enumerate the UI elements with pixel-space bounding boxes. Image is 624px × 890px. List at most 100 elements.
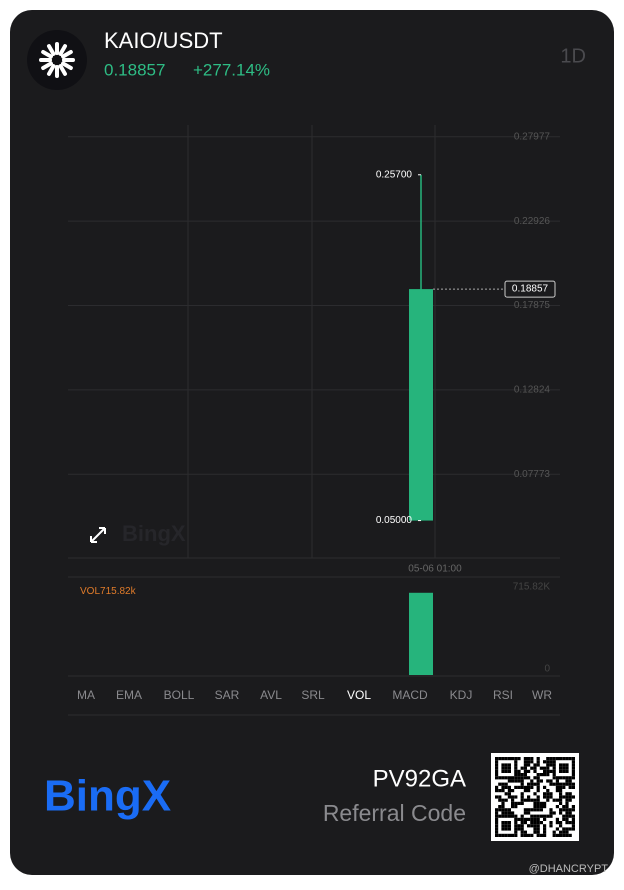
qr-module [552, 763, 556, 767]
qr-module [533, 798, 537, 802]
qr-module [514, 833, 518, 837]
qr-module [520, 766, 524, 770]
qr-module [501, 814, 505, 818]
qr-module [527, 808, 531, 812]
qr-module [568, 814, 572, 818]
qr-module [546, 766, 550, 770]
qr-module [562, 766, 566, 770]
qr-module [533, 769, 537, 773]
qr-module [565, 779, 569, 783]
qr-module [514, 773, 518, 777]
indicator-tab[interactable]: MACD [392, 688, 428, 702]
qr-module [507, 814, 511, 818]
qr-module [543, 817, 547, 821]
timeframe[interactable]: 1D [560, 45, 586, 67]
indicator-tab[interactable]: BOLL [164, 688, 195, 702]
qr-module [546, 763, 550, 767]
qr-module [511, 833, 515, 837]
qr-module [533, 766, 537, 770]
qr-module [549, 757, 553, 761]
expand-icon[interactable] [90, 527, 106, 543]
qr-module [507, 789, 511, 793]
qr-module [523, 830, 527, 834]
indicator-tab[interactable]: SAR [215, 688, 240, 702]
indicator-tab[interactable]: SRL [301, 688, 325, 702]
qr-module [495, 821, 499, 825]
qr-module [562, 830, 566, 834]
qr-module [536, 760, 540, 764]
qr-module [552, 798, 556, 802]
qr-module [501, 789, 505, 793]
qr-module [511, 789, 515, 793]
qr-module [568, 808, 572, 812]
indicator-tab[interactable]: EMA [116, 688, 142, 702]
indicator-bar: MA EMA BOLL SAR AVL SRL VOL MACD KDJ RSI WR [77, 688, 552, 702]
logo-ray [61, 61, 73, 70]
qr-module [514, 821, 518, 825]
qr-module [571, 766, 575, 770]
indicator-tab[interactable]: VOL [347, 688, 371, 702]
qr-module [559, 798, 563, 802]
qr-module [533, 821, 537, 825]
qr-module [511, 805, 515, 809]
qr-module [568, 827, 572, 831]
indicator-tab[interactable]: WR [532, 688, 552, 702]
indicator-tab[interactable]: RSI [493, 688, 513, 702]
qr-module [514, 763, 518, 767]
qr-module [498, 798, 502, 802]
qr-module [504, 814, 508, 818]
qr-module [555, 785, 559, 789]
qr-module [546, 769, 550, 773]
pair: KAIO/USDT [104, 28, 223, 53]
qr-module [571, 824, 575, 828]
qr-module [495, 808, 499, 812]
qr-module [527, 757, 531, 761]
qr-module [533, 817, 537, 821]
indicator-tab[interactable]: MA [77, 688, 95, 702]
qr-module [514, 776, 518, 780]
qr-module [559, 833, 563, 837]
qr-module [568, 792, 572, 796]
volume-name: VOL [80, 586, 100, 597]
qr-module [536, 827, 540, 831]
qr-module [504, 827, 508, 831]
qr-module [501, 824, 505, 828]
qr-module [530, 817, 534, 821]
qr-module [536, 776, 540, 780]
qr-module [507, 766, 511, 770]
qr-module [501, 757, 505, 761]
qr-module [520, 821, 524, 825]
qr-module [559, 824, 563, 828]
qr-module [549, 824, 553, 828]
qr-module [514, 795, 518, 799]
qr-module [527, 760, 531, 764]
qr-module [517, 769, 521, 773]
y-tick-label: 0.17875 [514, 300, 551, 311]
qr-module [523, 798, 527, 802]
qr-module [523, 773, 527, 777]
qr-module [549, 808, 553, 812]
qr-module [495, 769, 499, 773]
qr-module [501, 833, 505, 837]
qr-module [504, 811, 508, 815]
qr-module [559, 792, 563, 796]
qr-module [571, 817, 575, 821]
qr-module [552, 782, 556, 786]
qr-module [539, 808, 543, 812]
qr-module [533, 824, 537, 828]
qr-module [517, 817, 521, 821]
indicator-tab[interactable]: KDJ [450, 688, 473, 702]
qr-module [543, 830, 547, 834]
qr-module [565, 769, 569, 773]
qr-module [523, 776, 527, 780]
qr-module [504, 766, 508, 770]
qr-module [504, 808, 508, 812]
qr-module [527, 782, 531, 786]
indicator-tab[interactable]: AVL [260, 688, 282, 702]
qr-module [536, 830, 540, 834]
qr-module [504, 824, 508, 828]
qr-module [495, 766, 499, 770]
qr-module [562, 833, 566, 837]
qr-module [539, 766, 543, 770]
